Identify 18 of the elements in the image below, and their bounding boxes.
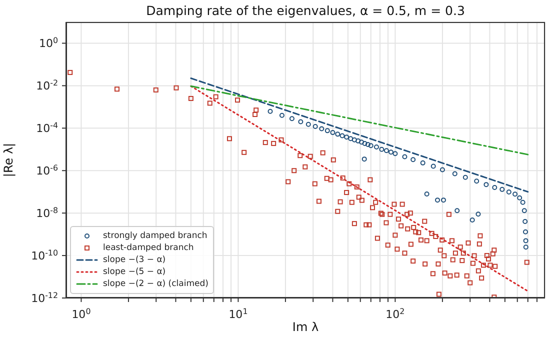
legend-label: slope −(2 − α) (claimed)	[103, 278, 208, 290]
legend-label: least-damped branch	[103, 242, 194, 254]
y-tick-label: 10$^{-6}$	[36, 163, 58, 178]
legend-label: slope −(5 − α)	[103, 266, 166, 278]
y-tick-label: 10$^{-10}$	[31, 248, 58, 263]
x-tick-label: 10$^{1}$	[228, 306, 248, 321]
chart-title: Damping rate of the eigenvalues, α = 0.5, m = 0.3	[145, 3, 466, 18]
y-axis-title: |Re λ|	[1, 142, 16, 178]
y-tick-label: 10$^{-12}$	[31, 290, 58, 305]
x-tick-label: 10$^{0}$	[72, 306, 91, 321]
legend-label: strongly damped branch	[103, 230, 208, 242]
legend-label: slope −(3 − α)	[103, 254, 166, 266]
x-tick-label: 10$^{2}$	[386, 306, 405, 321]
x-axis-title: Im λ	[292, 320, 319, 334]
y-tick-label: 10$^{-8}$	[36, 206, 58, 220]
y-tick-label: 10$^{0}$	[38, 36, 58, 50]
y-tick-label: 10$^{-2}$	[36, 78, 58, 93]
y-tick-label: 10$^{-4}$	[36, 120, 58, 136]
